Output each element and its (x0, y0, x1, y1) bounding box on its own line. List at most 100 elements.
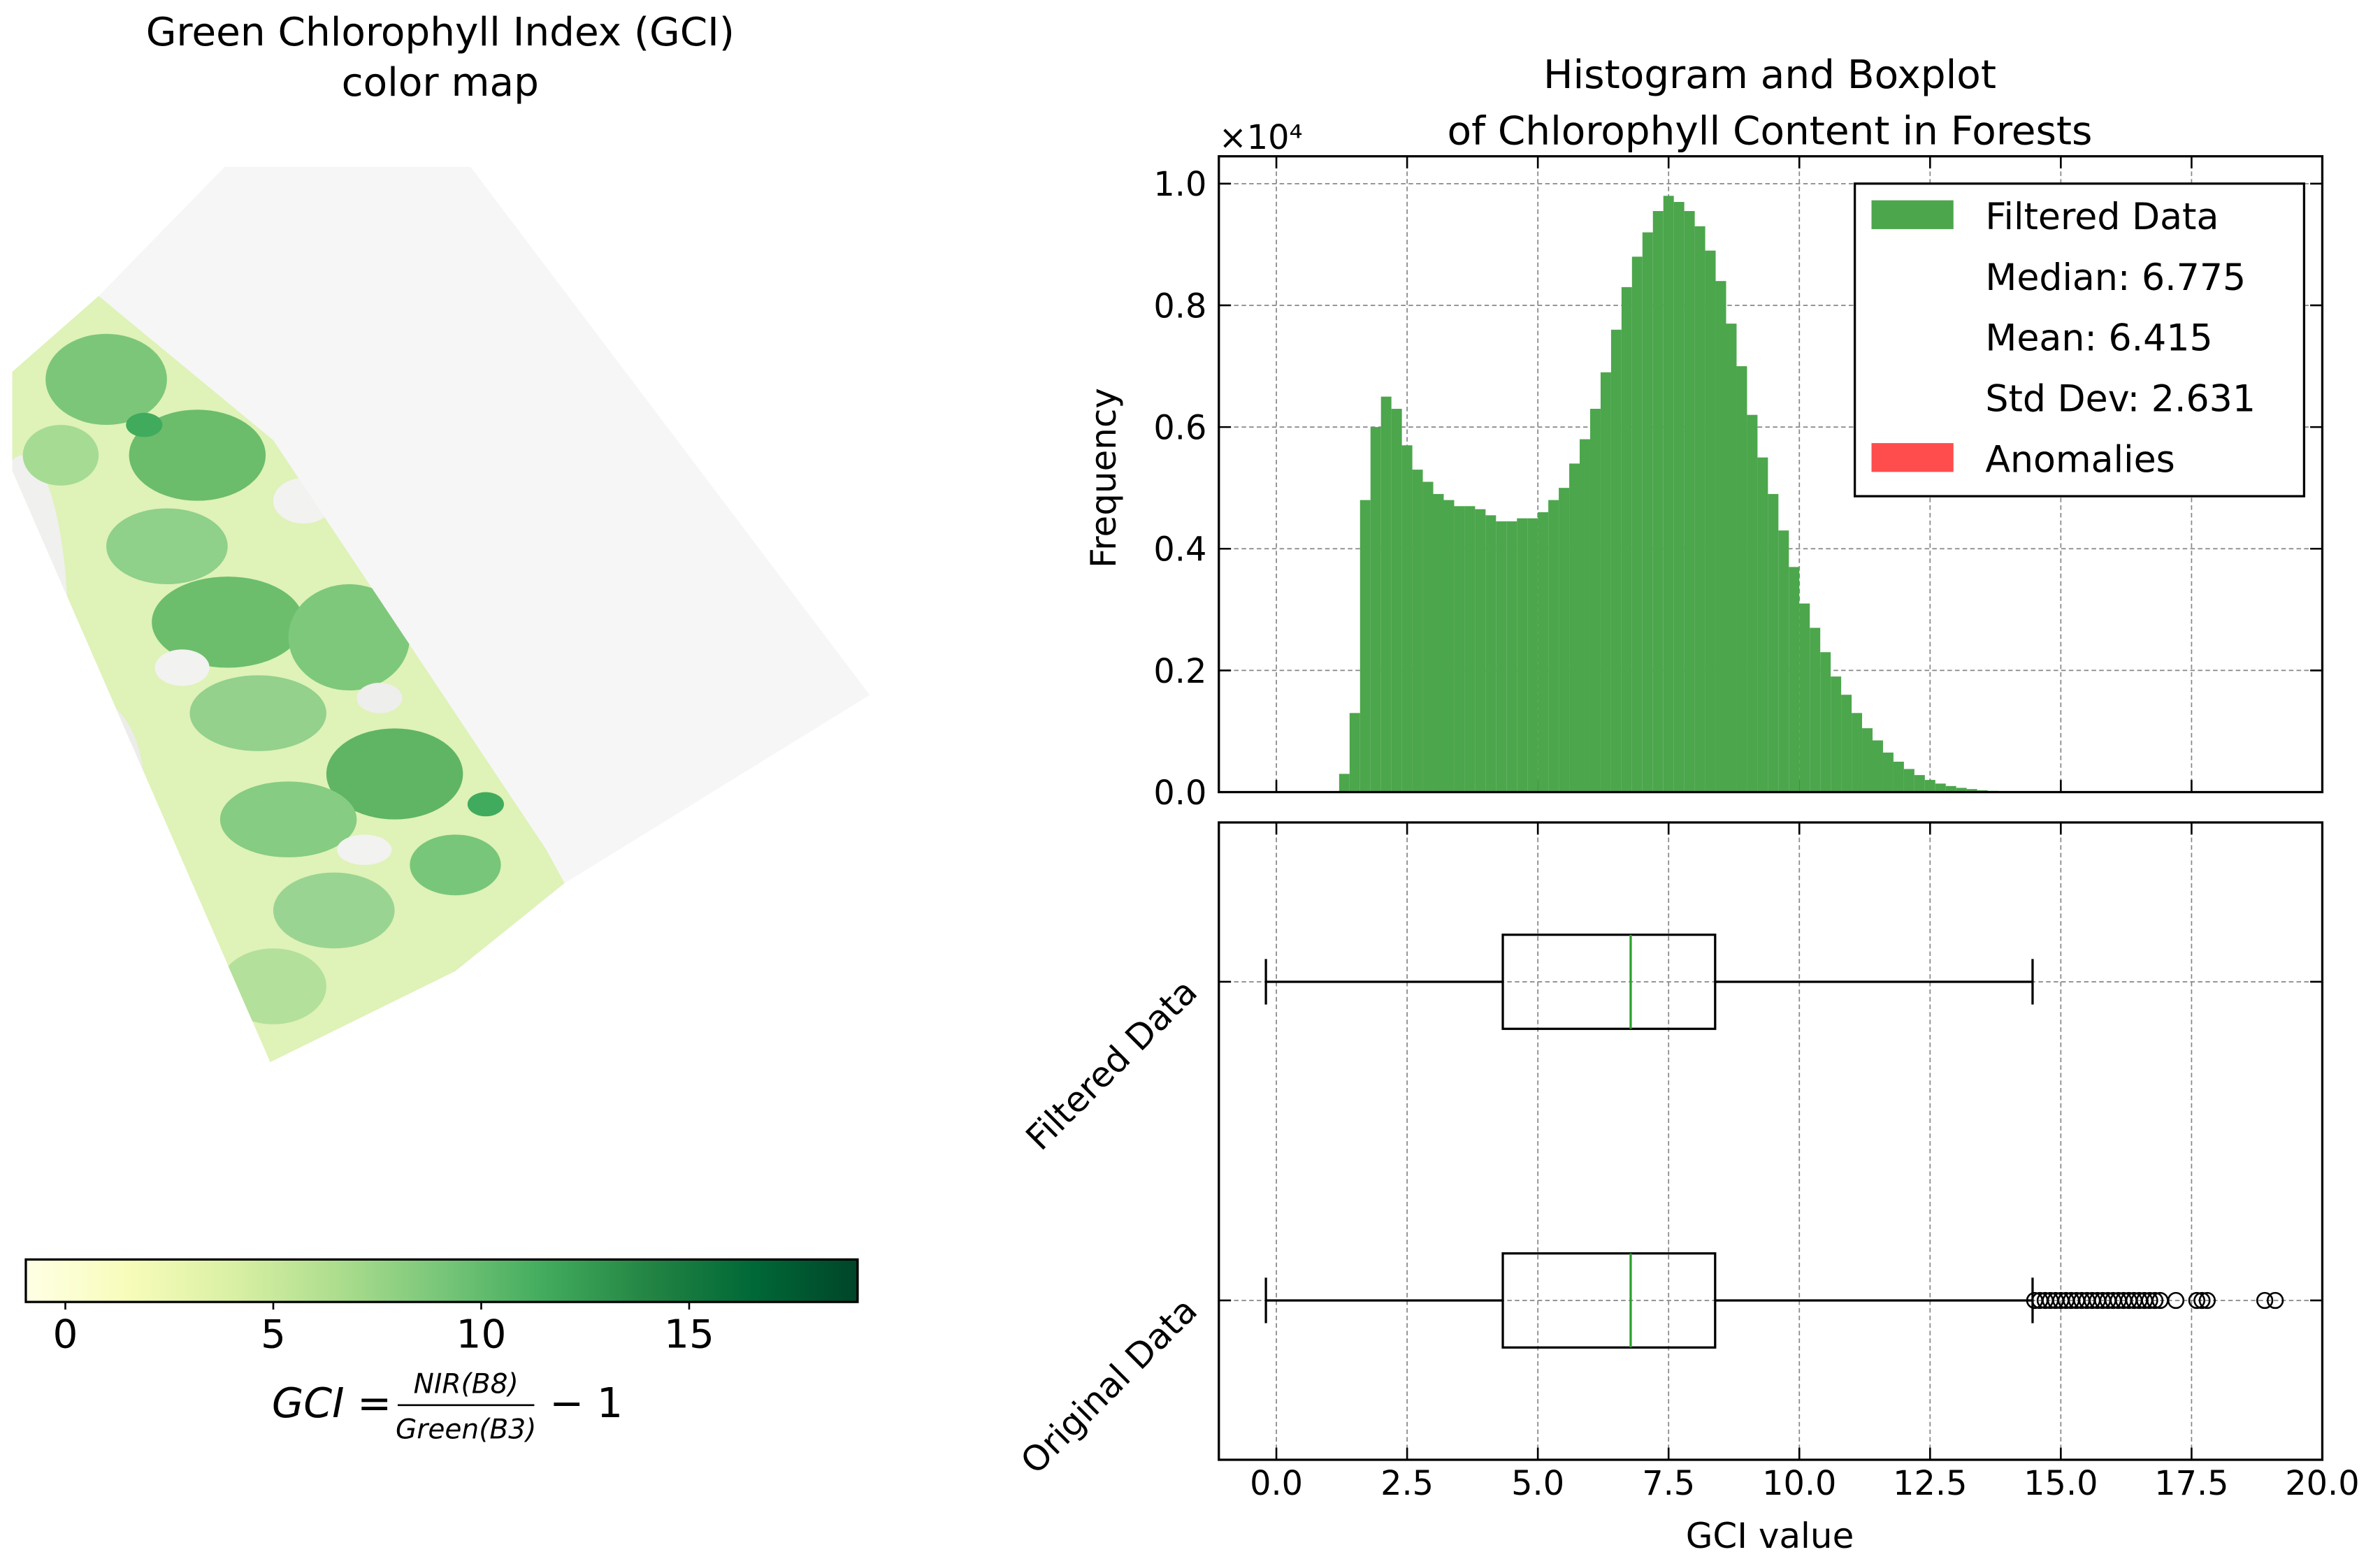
histogram-bar (1673, 201, 1685, 792)
histogram-bar (1610, 329, 1622, 792)
histogram-bar (1380, 396, 1392, 792)
histogram-bar (1705, 250, 1716, 792)
legend-label: Std Dev: 2.631 (1985, 378, 2256, 420)
histogram-bar (1935, 783, 1946, 792)
histogram-bar (1799, 603, 1810, 792)
x-tick-label: 10.0 (1762, 1465, 1836, 1503)
map-title: Green Chlorophyll Index (GCI) (146, 10, 735, 55)
histogram-bar (1757, 457, 1768, 792)
legend-label: Mean: 6.415 (1985, 318, 2212, 360)
y-tick-label: Original Data (1013, 1290, 1205, 1482)
legend-swatch (1871, 443, 1954, 472)
y-tick-label: 1.0 (1153, 166, 1206, 204)
outlier (2146, 1291, 2164, 1310)
chart-title: of Chlorophyll Content in Forests (1448, 108, 2093, 154)
x-tick-label: 7.5 (1642, 1465, 1695, 1503)
legend-label: Median: 6.775 (1985, 257, 2246, 299)
colorbar-tick-label: 5 (261, 1312, 286, 1357)
histogram-bar (1694, 226, 1705, 792)
outlier (2198, 1291, 2216, 1310)
histogram-bar (1789, 567, 1800, 792)
legend-label: Filtered Data (1985, 196, 2219, 238)
histogram-bar (1496, 521, 1507, 792)
legend-frame (1853, 182, 2306, 498)
outlier (2193, 1291, 2211, 1310)
x-tick-label: 2.5 (1380, 1465, 1434, 1503)
colorbar (24, 1258, 859, 1303)
formula-rhs: − 1 (549, 1379, 623, 1427)
y-axis-label: Frequency (1083, 388, 1124, 568)
x-tick-label: 15.0 (2024, 1465, 2098, 1503)
histogram-bar (1538, 512, 1549, 792)
outlier (2167, 1291, 2185, 1310)
histogram-bar (1893, 761, 1904, 792)
colorbar-tick-label: 0 (53, 1312, 78, 1357)
histogram-bar (1966, 789, 1977, 792)
histogram-bar (1778, 530, 1789, 792)
histogram-bar (1684, 211, 1695, 792)
y-tick-label: 0.8 (1153, 287, 1206, 326)
y-offset-label: ×10⁴ (1219, 119, 1303, 157)
histogram-bar (1852, 713, 1863, 792)
histogram-bar (1559, 488, 1570, 792)
formula-lhs: GCI = (272, 1379, 391, 1427)
y-tick-label: 0.4 (1153, 531, 1206, 570)
legend-label: Anomalies (1985, 439, 2175, 481)
histogram-bar (1569, 463, 1580, 792)
histogram-bar (1589, 408, 1601, 792)
x-tick-label: 0.0 (1250, 1465, 1303, 1503)
histogram-bar (1945, 785, 1956, 792)
histogram-bar (1443, 500, 1455, 792)
histogram-bar (1600, 372, 1611, 792)
histogram-bar (1831, 676, 1842, 792)
histogram-bar (1914, 775, 1925, 792)
x-tick-label: 5.0 (1511, 1465, 1564, 1503)
histogram-bar (1475, 509, 1486, 792)
histogram-bar (1422, 481, 1434, 792)
histogram-bar (1841, 695, 1852, 792)
histogram-bar (1873, 740, 1883, 792)
formula-denominator: Green(B3) (396, 1414, 536, 1446)
histogram-bar (1339, 774, 1350, 792)
map-background (99, 166, 870, 883)
box (1501, 934, 1717, 1030)
axes-frame (1218, 155, 2324, 794)
histogram-bar (1924, 780, 1935, 792)
histogram-bar (1527, 518, 1538, 792)
histogram-bar (1747, 414, 1758, 792)
outlier (2256, 1291, 2274, 1310)
histogram-bar (1454, 506, 1465, 792)
histogram-bar (1370, 427, 1381, 792)
y-tick-label: Filtered Data (1018, 971, 1205, 1158)
outlier (2188, 1291, 2206, 1310)
histogram-bar (1621, 287, 1632, 792)
histogram-bar (1464, 506, 1476, 792)
axes-frame (1218, 821, 2324, 1461)
histogram-bar (1956, 788, 1967, 792)
gci-map (12, 166, 870, 1063)
x-tick-label: 17.5 (2154, 1465, 2228, 1503)
histogram-bar (1548, 500, 1559, 792)
histogram-bar (1580, 439, 1590, 792)
histogram-bar (1862, 728, 1873, 792)
histogram-bar (1652, 211, 1664, 792)
y-tick-label: 0.2 (1153, 653, 1206, 691)
histogram-bar (1903, 769, 1914, 792)
colorbar-tick-label: 15 (664, 1312, 714, 1357)
histogram-bar (1517, 518, 1528, 792)
map-title: color map (342, 60, 539, 106)
histogram-bar (1726, 324, 1737, 792)
outlier (2141, 1291, 2158, 1310)
x-axis-label: GCI value (1686, 1516, 1854, 1556)
colorbar-tick-label: 10 (456, 1312, 507, 1357)
y-tick-label: 0.6 (1153, 409, 1206, 447)
histogram-bar (1810, 628, 1821, 792)
histogram-bar (1485, 515, 1496, 792)
histogram-bar (1433, 493, 1444, 792)
histogram-bar (1631, 256, 1643, 792)
histogram-bar (1642, 232, 1653, 792)
chart-title: Histogram and Boxplot (1543, 52, 1996, 98)
outlier (2266, 1291, 2284, 1310)
histogram-bar (1506, 521, 1517, 792)
